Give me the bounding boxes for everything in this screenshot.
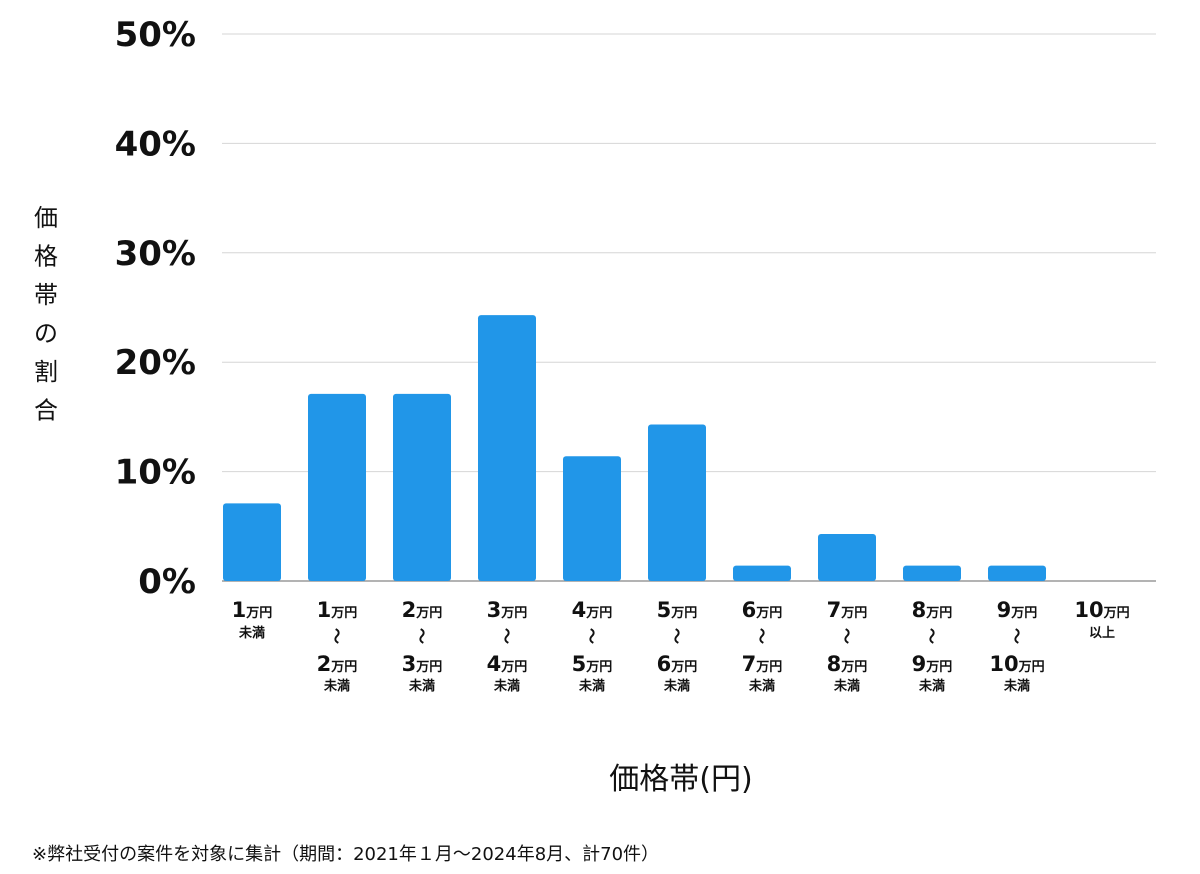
x-tick-label-range-mark: 〜 [667,628,686,644]
bar [733,565,791,581]
x-tick-label-line: 7万円 [742,652,783,676]
y-tick-label: 30% [115,234,196,274]
x-tick-label-line: 2万円 [402,598,443,622]
x-tick-label-line: 5万円 [657,598,698,622]
y-tick-label: 20% [115,343,196,383]
x-tick-label-range-mark: 〜 [327,628,346,644]
x-tick-label-line: 9万円 [912,652,953,676]
bar [988,565,1046,581]
x-tick-label-range-mark: 〜 [752,628,771,644]
x-tick-label-range-mark: 〜 [412,628,431,644]
x-tick-label-line: 1万円 [232,598,273,622]
x-tick-label-suffix: 未満 [408,678,435,694]
bar [393,393,451,581]
y-tick-label: 40% [115,124,196,164]
x-tick-label-line: 4万円 [572,598,613,622]
x-tick-label-range-mark: 〜 [837,628,856,644]
y-axis-title: 価格帯の割合 [34,204,58,425]
x-tick-label-line: 3万円 [402,652,443,676]
x-tick-label-line: 10万円 [1074,598,1129,622]
x-tick-label-line: 6万円 [657,652,698,676]
x-tick-label-suffix: 未満 [918,678,945,694]
x-tick-label-suffix: 未満 [493,678,520,694]
footnote: ※弊社受付の案件を対象に集計（期間：2021年１月〜2024年8月、計70件） [32,844,660,865]
y-tick-label: 0% [138,562,196,602]
x-tick-label-line: 5万円 [572,652,613,676]
x-tick-label-line: 1万円 [317,598,358,622]
x-tick-label-line: 8万円 [912,598,953,622]
x-tick-label-range-mark: 〜 [582,628,601,644]
x-tick-label-line: 7万円 [827,598,868,622]
bar [818,533,876,581]
bar [308,393,366,581]
x-tick-label-line: 9万円 [997,598,1038,622]
x-tick-label-suffix: 以上 [1089,626,1115,641]
bar [478,315,536,581]
x-tick-label-line: 8万円 [827,652,868,676]
y-axis-title-text: 価格帯の割合 [34,204,58,425]
x-tick-label-line: 10万円 [989,652,1044,676]
y-axis-ticks: 0% 10% 20% 30% 40% 50% [115,15,196,602]
x-tick-label-suffix: 未満 [748,678,775,694]
x-tick-label-suffix: 未満 [663,678,690,694]
x-tick-label-suffix: 未満 [323,678,350,694]
x-tick-label-line: 6万円 [742,598,783,622]
x-tick-label-range-mark: 〜 [922,628,941,644]
y-tick-label: 50% [115,15,196,55]
x-tick-label-range-mark: 〜 [1007,628,1026,644]
bar [563,456,621,581]
x-tick-label-suffix: 未満 [1003,678,1030,694]
x-tick-label-suffix: 未満 [578,678,605,694]
x-tick-label-line: 3万円 [487,598,528,622]
x-axis-category-labels: 1万円未満1万円〜2万円未満2万円〜3万円未満3万円〜4万円未満4万円〜5万円未… [232,598,1130,694]
x-tick-label-line: 4万円 [487,652,528,676]
x-tick-label-suffix: 未満 [833,678,860,694]
bar [903,565,961,581]
bar [648,424,706,581]
x-tick-label-range-mark: 〜 [497,628,516,644]
y-tick-label: 10% [115,453,196,493]
bar [223,503,281,581]
x-tick-label-suffix: 未満 [238,625,265,641]
bar-chart: 0%10%20%30%40%50% 1万円未満1万円〜2万円未満2万円〜3万円未… [34,15,1156,797]
x-axis-title: 価格帯(円) [609,762,752,797]
bars [223,315,1046,581]
x-tick-label-line: 2万円 [317,652,358,676]
